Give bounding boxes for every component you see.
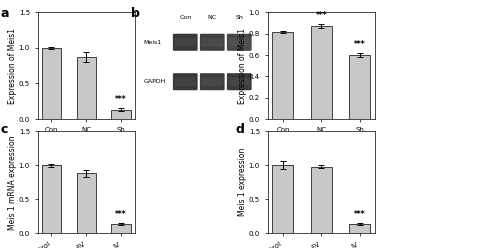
Text: ***: *** (354, 40, 366, 49)
Text: ***: *** (354, 210, 366, 219)
Text: b: b (131, 7, 140, 20)
FancyBboxPatch shape (174, 77, 196, 86)
Y-axis label: Meis 1 expression: Meis 1 expression (238, 148, 247, 217)
FancyBboxPatch shape (173, 73, 198, 90)
FancyBboxPatch shape (200, 34, 224, 51)
FancyBboxPatch shape (200, 73, 224, 90)
Text: c: c (0, 123, 8, 136)
Bar (272, 165, 293, 233)
Bar (310, 26, 332, 119)
FancyBboxPatch shape (174, 38, 196, 47)
Text: ***: *** (316, 11, 327, 20)
FancyBboxPatch shape (173, 34, 198, 51)
FancyBboxPatch shape (202, 77, 223, 86)
FancyBboxPatch shape (228, 38, 250, 47)
Y-axis label: Expression of Meis1: Expression of Meis1 (238, 28, 247, 104)
Bar (310, 167, 332, 233)
Bar (76, 57, 96, 119)
Text: Sh: Sh (236, 15, 243, 20)
Text: Meis1: Meis1 (144, 40, 162, 45)
Bar (112, 224, 130, 233)
FancyBboxPatch shape (227, 73, 252, 90)
Bar (76, 173, 96, 233)
Y-axis label: Expression of Meis1: Expression of Meis1 (8, 28, 17, 104)
Bar (349, 224, 370, 233)
Bar (42, 48, 61, 119)
FancyBboxPatch shape (228, 77, 250, 86)
Text: d: d (236, 123, 244, 136)
Text: ***: *** (115, 210, 127, 219)
Bar (349, 55, 370, 119)
Bar (42, 165, 61, 233)
Bar (272, 31, 293, 119)
Bar (112, 110, 130, 119)
Y-axis label: Meis 1 mRNA expression: Meis 1 mRNA expression (8, 135, 17, 230)
Text: NC: NC (208, 15, 217, 20)
Text: ***: *** (115, 95, 127, 104)
Text: a: a (0, 7, 9, 20)
Text: Con: Con (179, 15, 192, 20)
Text: GAPDH: GAPDH (144, 79, 166, 84)
FancyBboxPatch shape (227, 34, 252, 51)
FancyBboxPatch shape (202, 38, 223, 47)
